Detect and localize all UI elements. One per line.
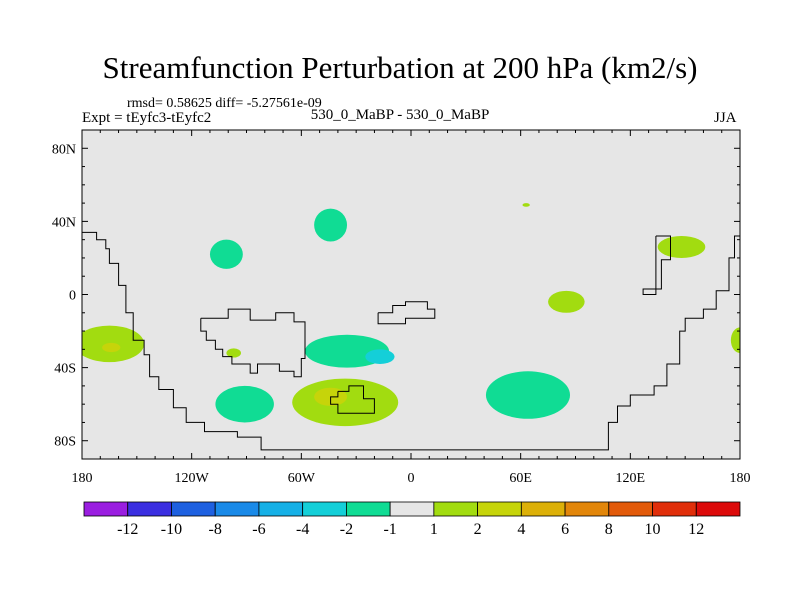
anomaly-region-7: [365, 349, 395, 364]
colorbar-label-1: -10: [161, 521, 182, 538]
x-tick-label-1: 120W: [175, 471, 210, 486]
colorbar-label-6: -1: [383, 521, 396, 538]
colorbar-swatch-8: [433, 501, 479, 517]
anomaly-region-10: [485, 371, 571, 419]
colorbar-label-11: 8: [605, 521, 613, 538]
colorbar-label-10: 6: [561, 521, 569, 538]
colorbar-swatch-0: [83, 501, 129, 517]
x-tick-label-3: 0: [408, 471, 415, 486]
colorbar-label-9: 4: [517, 521, 525, 538]
x-axis: 180 120W 60W 0 60E 120E 180: [72, 130, 751, 486]
colorbar-swatch-14: [695, 501, 741, 517]
colorbar-swatch-2: [171, 501, 216, 517]
colorbar-swatch-7: [389, 501, 435, 517]
coastline-layer: [82, 231, 740, 451]
colorbar-label-5: -2: [340, 521, 353, 538]
x-tick-label-2: 60W: [288, 471, 316, 486]
colorbar-swatch-13: [652, 501, 697, 517]
x-tick-label-4: 60E: [509, 471, 532, 486]
anomaly-region-12: [522, 203, 530, 207]
y-tick-label-2: 0: [69, 289, 76, 304]
anomaly-region-1: [102, 342, 121, 353]
anomaly-region-14: [730, 327, 740, 353]
colorbar-label-0: -12: [117, 521, 138, 538]
anomaly-region-13: [657, 236, 706, 258]
y-tick-label-3: 40S: [54, 362, 76, 377]
anomaly-region-3: [226, 348, 242, 358]
x-tick-label-6: 180: [730, 471, 751, 486]
season-label: JJA: [714, 110, 737, 126]
colorbar-swatch-6: [345, 501, 391, 517]
anomaly-region-11: [548, 290, 585, 313]
colorbar-swatch-3: [214, 501, 260, 517]
colorbar-label-12: 10: [645, 521, 661, 538]
colorbar-label-3: -6: [252, 521, 265, 538]
colorbar-swatch-9: [477, 501, 522, 517]
coastline-3: [377, 301, 436, 325]
colorbar-label-8: 2: [474, 521, 482, 538]
anomaly-layer: [82, 203, 740, 427]
colorbar-swatch-1: [127, 501, 172, 517]
x-tick-label-0: 180: [72, 471, 93, 486]
x-tick-label-5: 120E: [616, 471, 646, 486]
plot-background: [82, 130, 740, 459]
coastline-4: [642, 235, 671, 295]
anomaly-region-4: [215, 385, 274, 423]
coastline-0: [82, 231, 740, 451]
colorbar-label-2: -8: [209, 521, 222, 538]
colorbar-swatch-4: [258, 501, 304, 517]
y-tick-label-1: 40N: [52, 215, 76, 230]
colorbar-swatch-11: [564, 501, 610, 517]
y-axis: 80N 40N 0 40S 80S: [52, 142, 740, 450]
colorbar-swatch-12: [608, 501, 653, 517]
colorbar-label-4: -4: [296, 521, 309, 538]
anomaly-region-5: [314, 208, 348, 242]
case-label: 530_0_MaBP - 530_0_MaBP: [310, 107, 490, 123]
stats-text: rmsd= 0.58625 diff= -5.27561e-09: [127, 96, 322, 111]
colorbar-label-13: 12: [688, 521, 704, 538]
y-tick-label-4: 80S: [54, 435, 76, 450]
colorbar: -12 -10 -8 -6 -4 -2 -1 1 2 4 6 8 10 12: [83, 501, 741, 538]
experiment-label: Expt = tEyfc3-tEyfc2: [82, 110, 212, 126]
anomaly-region-8: [292, 378, 399, 427]
y-tick-label-0: 80N: [52, 142, 76, 157]
colorbar-swatch-5: [302, 501, 347, 517]
colorbar-swatch-10: [520, 501, 566, 517]
chart-title: Streamfunction Perturbation at 200 hPa (…: [102, 50, 698, 85]
anomaly-region-2: [209, 239, 243, 269]
coastline-2: [330, 385, 375, 414]
coastline-1: [200, 308, 306, 378]
colorbar-label-7: 1: [430, 521, 438, 538]
